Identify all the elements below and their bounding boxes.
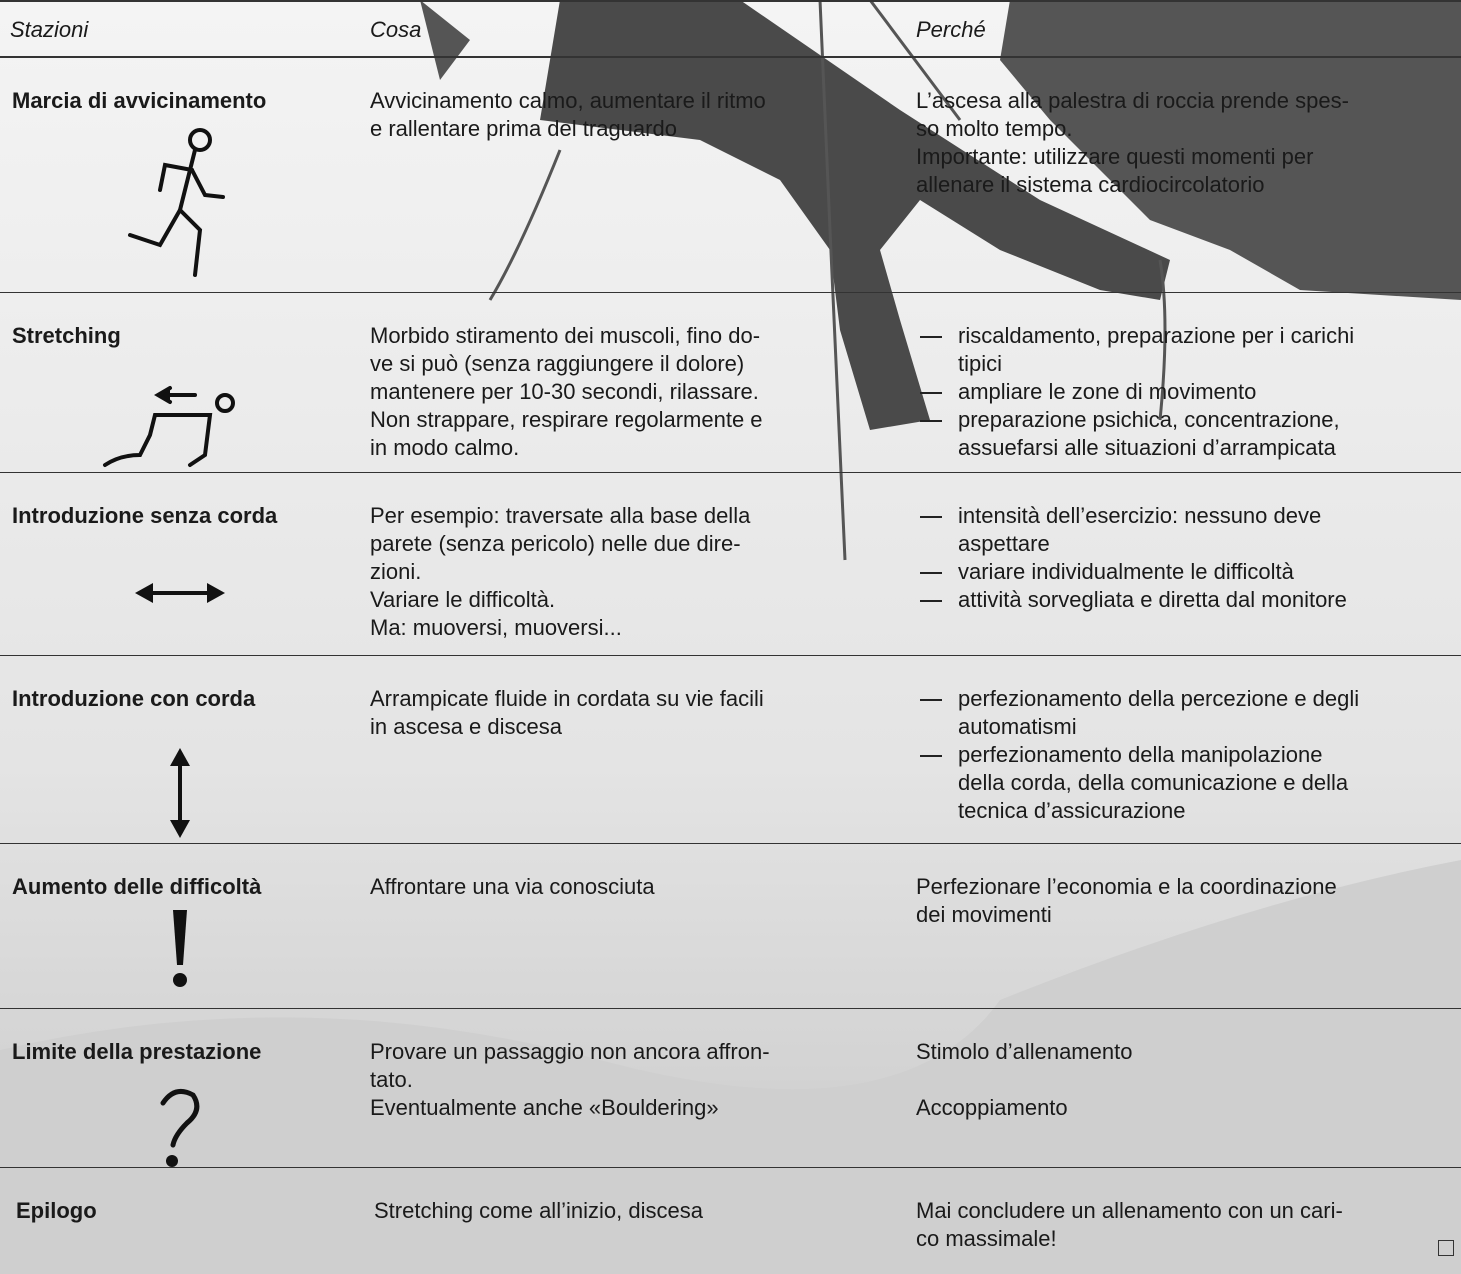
column-header: Cosa bbox=[370, 17, 422, 42]
what-text: Affrontare una via conosciuta bbox=[370, 874, 655, 899]
why-text: Mai concludere un allenamento con un car… bbox=[916, 1198, 1343, 1251]
why-item: preparazione psichica, concentrazione, a… bbox=[916, 406, 1456, 462]
bullet-dash bbox=[920, 392, 942, 394]
rule bbox=[0, 292, 1461, 293]
bullet-dash bbox=[920, 516, 942, 518]
what-text: Avvicinamento calmo, aumentare il ritmo … bbox=[370, 88, 766, 141]
why-item: attività sorvegliata e diretta dal monit… bbox=[916, 586, 1456, 614]
why-list: riscaldamento, preparazione per i carich… bbox=[916, 322, 1456, 462]
station-icon bbox=[135, 578, 225, 613]
rule bbox=[0, 1167, 1461, 1168]
bullet-dash bbox=[920, 572, 942, 574]
bullet-dash bbox=[920, 755, 942, 757]
what-text: Per esempio: traversate alla base della … bbox=[370, 503, 751, 640]
what-text: Arrampicate fluide in cordata su vie fac… bbox=[370, 686, 764, 739]
station-name: Marcia di avvicinamento bbox=[12, 88, 267, 113]
column-header: Perché bbox=[916, 17, 986, 42]
why-text: Stimolo d’allenamento Accoppiamento bbox=[916, 1039, 1133, 1120]
bullet-dash bbox=[920, 699, 942, 701]
rule bbox=[0, 0, 1461, 2]
station-name: Introduzione senza corda bbox=[12, 503, 278, 528]
why-text: L’ascesa alla palestra di roccia prende … bbox=[916, 88, 1349, 197]
why-item: ampliare le zone di movimento bbox=[916, 378, 1456, 406]
why-item-text: attività sorvegliata e diretta dal monit… bbox=[958, 587, 1347, 612]
station-icon bbox=[115, 125, 235, 290]
why-item-text: ampliare le zone di movimento bbox=[958, 379, 1257, 404]
why-item: riscaldamento, preparazione per i carich… bbox=[916, 322, 1456, 378]
what-text: Morbido stiramento dei muscoli, fino do-… bbox=[370, 323, 763, 460]
why-item: intensità dell’esercizio: nessuno deve a… bbox=[916, 502, 1456, 558]
why-item-text: intensità dell’esercizio: nessuno deve a… bbox=[958, 503, 1322, 556]
why-item-text: riscaldamento, preparazione per i carich… bbox=[958, 323, 1355, 376]
column-header: Stazioni bbox=[10, 17, 89, 42]
station-icon bbox=[155, 1085, 205, 1175]
rule bbox=[0, 472, 1461, 473]
bullet-dash bbox=[920, 600, 942, 602]
rule bbox=[0, 56, 1461, 58]
what-text: Provare un passaggio non ancora affron- … bbox=[370, 1039, 770, 1120]
why-text: Perfezionare l’economia e la coordinazio… bbox=[916, 874, 1337, 927]
station-name: Limite della prestazione bbox=[12, 1039, 262, 1064]
bullet-dash bbox=[920, 336, 942, 338]
station-icon bbox=[165, 748, 195, 843]
why-list: perfezionamento della percezione e degli… bbox=[916, 685, 1456, 825]
what-text: Stretching come all’inizio, discesa bbox=[374, 1198, 703, 1223]
why-item: variare individualmente le difficoltà bbox=[916, 558, 1456, 586]
station-name: Epilogo bbox=[16, 1198, 97, 1223]
why-item: perfezionamento della percezione e degli… bbox=[916, 685, 1456, 741]
why-item-text: perfezionamento della percezione e degli… bbox=[958, 686, 1360, 739]
why-item-text: variare individualmente le difficoltà bbox=[958, 559, 1294, 584]
station-name: Aumento delle difficoltà bbox=[12, 874, 262, 899]
why-list: intensità dell’esercizio: nessuno deve a… bbox=[916, 502, 1456, 614]
why-item-text: perfezionamento della manipolazione dell… bbox=[958, 742, 1349, 823]
station-icon bbox=[100, 385, 250, 480]
bullet-dash bbox=[920, 420, 942, 422]
why-item: perfezionamento della manipolazione dell… bbox=[916, 741, 1456, 825]
rule bbox=[0, 843, 1461, 844]
station-name: Stretching bbox=[12, 323, 121, 348]
station-name: Introduzione con corda bbox=[12, 686, 256, 711]
station-icon bbox=[165, 910, 195, 995]
rule bbox=[0, 1008, 1461, 1009]
why-item-text: preparazione psichica, concentrazione, a… bbox=[958, 407, 1340, 460]
end-mark bbox=[1438, 1240, 1454, 1256]
rule bbox=[0, 655, 1461, 656]
